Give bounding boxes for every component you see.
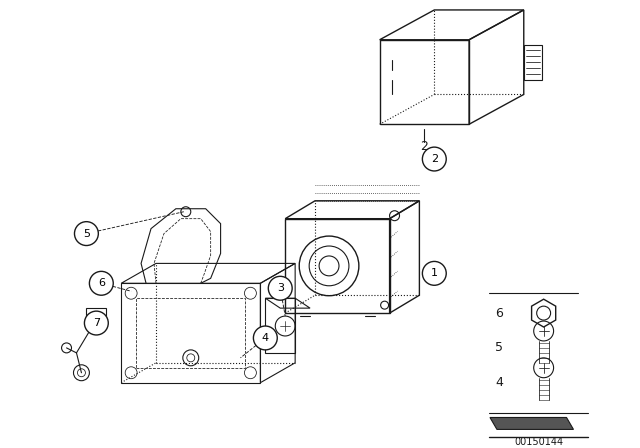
- Circle shape: [84, 311, 108, 335]
- Circle shape: [268, 276, 292, 300]
- Text: 2: 2: [420, 140, 428, 153]
- Text: 2: 2: [431, 154, 438, 164]
- Text: 6: 6: [98, 278, 105, 289]
- Text: 4: 4: [495, 376, 503, 389]
- Circle shape: [90, 271, 113, 295]
- Circle shape: [422, 262, 446, 285]
- Text: 00150144: 00150144: [514, 437, 563, 448]
- Text: 3: 3: [276, 283, 284, 293]
- Polygon shape: [490, 418, 573, 429]
- Text: 7: 7: [93, 318, 100, 328]
- Circle shape: [253, 326, 277, 350]
- Text: 5: 5: [495, 341, 503, 354]
- Text: 5: 5: [83, 228, 90, 239]
- Text: 4: 4: [262, 333, 269, 343]
- Text: 1: 1: [431, 268, 438, 278]
- Text: 1: 1: [435, 269, 444, 282]
- Circle shape: [422, 147, 446, 171]
- Circle shape: [74, 222, 99, 246]
- Text: 6: 6: [495, 306, 503, 319]
